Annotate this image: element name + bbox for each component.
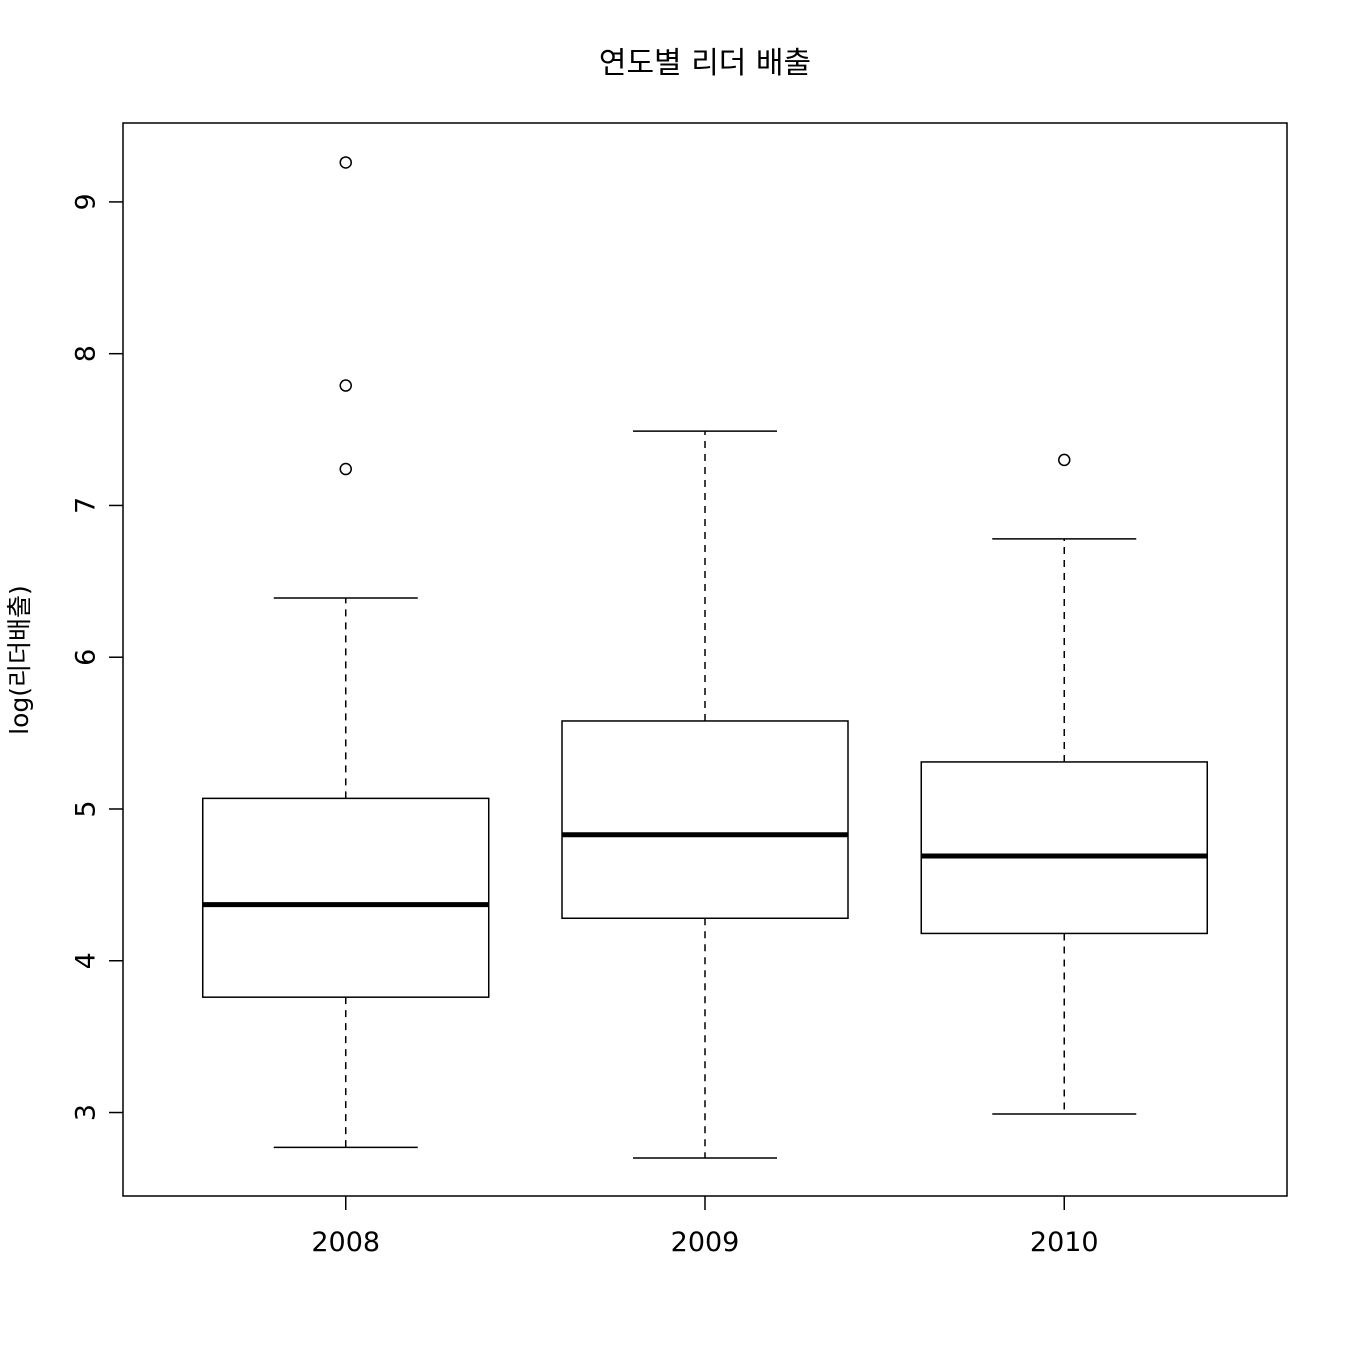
x-tick-label-2010: 2010: [1030, 1227, 1099, 1258]
y-axis-label: log(리더배출): [5, 585, 34, 735]
box-2009: [561, 720, 849, 920]
y-tick-label-7: 7: [71, 497, 102, 514]
outlier-2010-0: [1058, 453, 1071, 467]
outlier-2008-2: [339, 156, 352, 169]
y-tick-label-9: 9: [71, 193, 102, 210]
outlier-2008-1: [339, 379, 352, 392]
chart-marks: 3 4 5 6 7 8 9 2008 2009 2010: [71, 156, 1209, 1258]
x-tick-label-2009: 2009: [671, 1227, 740, 1258]
plot-frame: [122, 122, 1288, 1197]
y-tick-label-5: 5: [71, 800, 102, 817]
y-tick-label-4: 4: [71, 952, 102, 969]
chart-title: 연도별 리더 배출: [599, 46, 811, 81]
x-tick-label-2008: 2008: [311, 1227, 380, 1258]
box-2008: [201, 797, 490, 998]
y-tick-label-8: 8: [71, 345, 102, 362]
box-2010: [920, 761, 1209, 935]
y-tick-label-6: 6: [71, 649, 102, 666]
outlier-2008-0: [339, 462, 352, 476]
y-tick-label-3: 3: [71, 1104, 102, 1121]
